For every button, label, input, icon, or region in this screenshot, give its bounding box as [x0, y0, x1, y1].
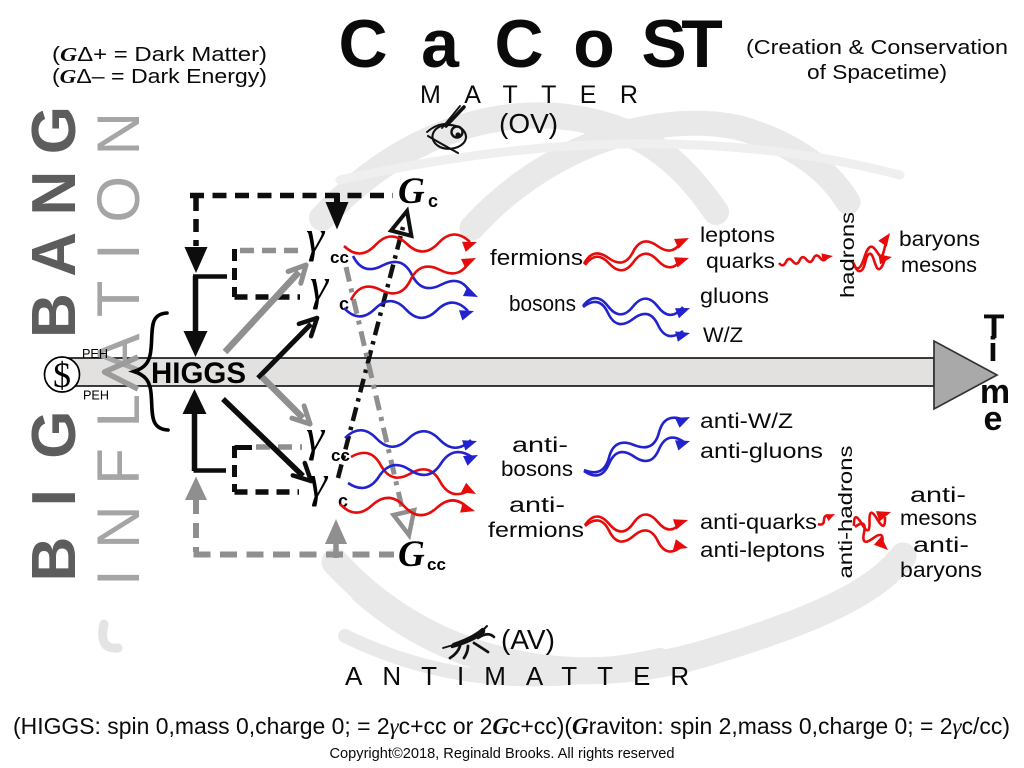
- svg-text:S: S: [641, 6, 686, 82]
- svg-text:(AV): (AV): [501, 624, 555, 655]
- svg-text:γ: γ: [306, 410, 326, 461]
- svg-text:MATTER: MATTER: [420, 81, 661, 109]
- svg-text:anti-leptons: anti-leptons: [700, 539, 825, 562]
- svg-text:bosons: bosons: [501, 458, 573, 481]
- svg-text:anti-: anti-: [913, 534, 969, 557]
- svg-text:BIG: BIG: [20, 411, 89, 582]
- svg-text:anti-: anti-: [512, 434, 568, 457]
- svg-text:cc: cc: [331, 446, 350, 465]
- svg-text:G: G: [398, 534, 425, 575]
- svg-text:mesons: mesons: [901, 254, 977, 277]
- svg-text:cc: cc: [427, 555, 446, 574]
- svg-text:fermions: fermions: [488, 519, 584, 542]
- svg-text:(GΔ– = Dark Energy): (G Δ– = Dark Energy): [52, 66, 267, 88]
- svg-text:(Creation & Conservation: (Creation & Conservation: [746, 37, 1008, 59]
- svg-text:(HIGGS: spin 0,mass 0,charge 0: (HIGGS: spin 0,mass 0,charge 0; = 2γc+cc…: [13, 713, 1010, 739]
- svg-text:e: e: [984, 400, 1003, 438]
- svg-text:γ: γ: [310, 259, 330, 310]
- svg-text:fermions: fermions: [490, 245, 583, 270]
- svg-text:T: T: [984, 308, 1005, 346]
- svg-text:baryons: baryons: [900, 559, 982, 582]
- svg-text:anti-hadrons: anti-hadrons: [836, 446, 857, 579]
- svg-text:m: m: [980, 373, 1010, 411]
- svg-text:bosons: bosons: [509, 291, 576, 316]
- svg-text:anti-W/Z: anti-W/Z: [700, 410, 793, 433]
- svg-text:o: o: [573, 6, 615, 82]
- svg-text:cc: cc: [330, 248, 349, 267]
- svg-text:C: C: [338, 6, 387, 82]
- svg-text:$: $: [53, 355, 71, 395]
- svg-text:a: a: [421, 6, 460, 82]
- svg-text:i: i: [988, 331, 997, 369]
- svg-text:leptons: leptons: [700, 224, 775, 247]
- svg-text:baryons: baryons: [899, 228, 980, 251]
- svg-text:anti-gluons: anti-gluons: [700, 440, 823, 463]
- svg-text:c: c: [339, 294, 349, 314]
- svg-text:W/Z: W/Z: [703, 324, 743, 347]
- svg-text:(GΔ+ = Dark Matter): (G Δ+ = Dark Matter): [52, 44, 267, 66]
- svg-text:Copyright©2018, Reginald Brook: Copyright©2018, Reginald Brooks. All rig…: [330, 745, 675, 762]
- svg-text:G: G: [398, 171, 425, 212]
- svg-text:BANG: BANG: [20, 106, 89, 338]
- svg-text:C: C: [494, 6, 543, 82]
- svg-text:c: c: [428, 191, 438, 211]
- svg-text:hadrons: hadrons: [838, 212, 859, 298]
- svg-text:T: T: [681, 6, 723, 82]
- svg-text:HIGGS: HIGGS: [151, 357, 246, 390]
- svg-text:γ: γ: [306, 211, 326, 262]
- svg-text:PEH: PEH: [82, 346, 108, 361]
- svg-text:(OV): (OV): [499, 108, 558, 139]
- svg-text:ANTIMATTER: ANTIMATTER: [345, 661, 709, 691]
- svg-text:c: c: [338, 491, 348, 511]
- svg-text:INFLATION: INFLATION: [85, 112, 152, 586]
- svg-text:of Spacetime): of Spacetime): [807, 62, 947, 84]
- svg-text:anti-: anti-: [910, 484, 966, 507]
- svg-text:anti-: anti-: [509, 494, 565, 517]
- svg-text:gluons: gluons: [700, 285, 769, 308]
- svg-text:anti-quarks: anti-quarks: [700, 511, 817, 534]
- svg-text:mesons: mesons: [900, 507, 977, 530]
- svg-text:γ: γ: [309, 456, 329, 507]
- svg-text:PEH: PEH: [83, 388, 109, 403]
- svg-text:quarks: quarks: [706, 250, 775, 273]
